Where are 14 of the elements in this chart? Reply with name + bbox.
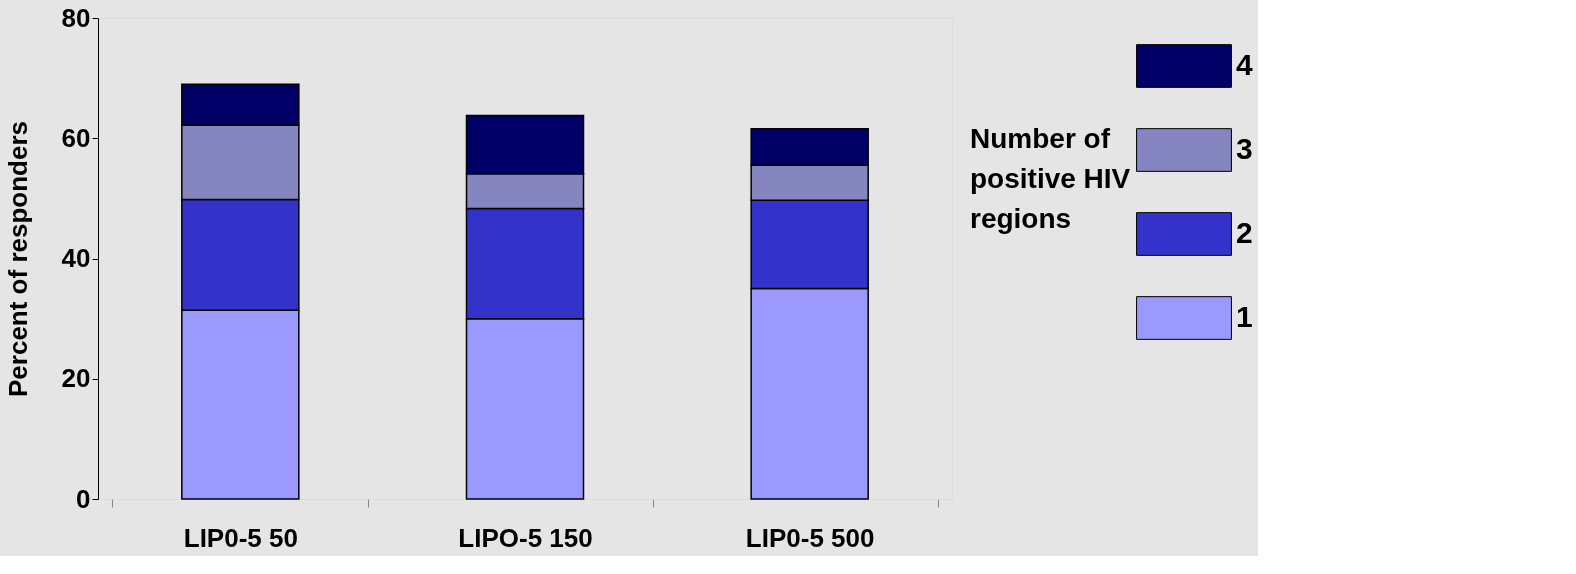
x-tick-label: LIP0-5 50	[183, 522, 298, 553]
y-tick-label: 40	[61, 243, 91, 273]
x-tick-label: LIPO-5 150	[458, 522, 593, 553]
legend-title: Number of positive HIV regions	[970, 123, 1131, 234]
y-tick-label: 80	[61, 2, 91, 33]
legend-label: 2	[1236, 216, 1253, 249]
legend-label: 3	[1236, 132, 1253, 165]
y-axis-title: Percent of responders	[2, 121, 33, 397]
y-tick-label: 60	[61, 122, 91, 153]
x-tick-label: LIP0-5 500	[745, 522, 875, 553]
y-tick-label: 0	[76, 483, 91, 514]
legend-label: 1	[1236, 300, 1253, 333]
y-tick-label: 20	[61, 363, 91, 394]
legend-label: 4	[1236, 48, 1253, 81]
